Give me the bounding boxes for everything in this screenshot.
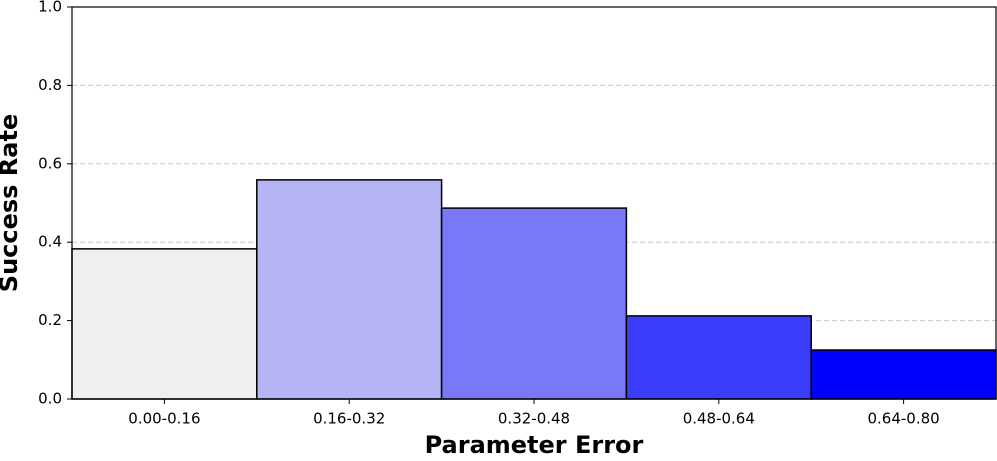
- x-tick-label: 0.48-0.64: [683, 410, 755, 428]
- bar: [440, 207, 628, 400]
- plot-frame: [71, 6, 997, 400]
- bar: [625, 315, 812, 400]
- y-tick-label: 0.4: [38, 233, 62, 251]
- bar: [71, 248, 258, 400]
- y-tick-label: 0.2: [38, 311, 62, 329]
- y-tick-label: 0.6: [38, 154, 62, 172]
- bar: [810, 349, 997, 400]
- x-tick-label: 0.16-0.32: [313, 410, 385, 428]
- x-tick-label: 0.64-0.80: [867, 410, 939, 428]
- y-tick-label: 1.0: [38, 0, 62, 16]
- y-axis-title: Success Rate: [0, 114, 23, 292]
- x-tick-label: 0.32-0.48: [498, 410, 570, 428]
- y-tick-label: 0.0: [38, 390, 62, 408]
- bar: [256, 179, 443, 400]
- x-tick-label: 0.00-0.16: [128, 410, 200, 428]
- y-tick-label: 0.8: [38, 76, 62, 94]
- x-axis-title: Parameter Error: [425, 431, 644, 459]
